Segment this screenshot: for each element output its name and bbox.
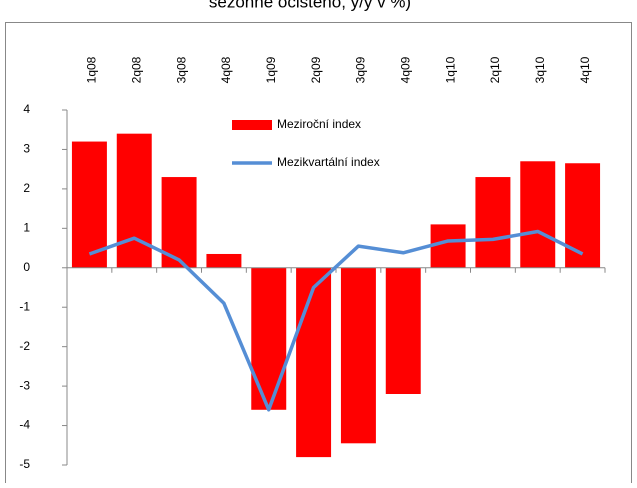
bar	[296, 267, 332, 458]
x-tick-label: 2q10	[488, 56, 502, 83]
x-tick-label: 3q08	[174, 56, 188, 83]
y-tick-label: 3	[23, 142, 30, 156]
y-tick-label: 4	[23, 102, 30, 116]
bar	[520, 161, 556, 268]
legend-swatch	[232, 120, 272, 130]
x-tick-label: 1q10	[443, 56, 457, 83]
bar	[430, 224, 466, 268]
x-tick-label: 4q09	[398, 56, 412, 83]
bar	[116, 133, 152, 268]
x-tick-label: 2q08	[129, 56, 143, 83]
chart-title: sezónně očištěno, y/y v %)	[209, 0, 411, 11]
bar	[340, 267, 376, 444]
y-tick-label: -1	[19, 299, 30, 313]
x-tick-label: 4q08	[219, 56, 233, 83]
legend-label: Mezikvartální index	[277, 155, 380, 169]
x-tick-label: 1q08	[85, 56, 99, 83]
x-tick-label: 3q10	[533, 56, 547, 83]
x-tick-label: 3q09	[354, 56, 368, 83]
bar	[71, 141, 107, 268]
y-tick-label: -4	[19, 418, 30, 432]
bar	[565, 163, 601, 268]
line	[88, 229, 584, 412]
bar	[475, 177, 511, 268]
chart-border	[5, 22, 632, 488]
y-tick-label: 0	[23, 260, 30, 274]
y-tick-label: 2	[23, 181, 30, 195]
x-tick-label: 1q09	[264, 56, 278, 83]
bar	[385, 267, 421, 394]
y-tick-label: -3	[19, 378, 30, 392]
y-tick-label: -2	[19, 339, 30, 353]
bar	[251, 267, 287, 410]
x-tick-label: 4q10	[578, 56, 592, 83]
y-tick-label: 1	[23, 221, 30, 235]
y-tick-label: -5	[19, 457, 30, 471]
x-tick-label: 2q09	[309, 56, 323, 83]
legend-label: Meziroční index	[277, 117, 361, 131]
bar	[206, 253, 242, 268]
